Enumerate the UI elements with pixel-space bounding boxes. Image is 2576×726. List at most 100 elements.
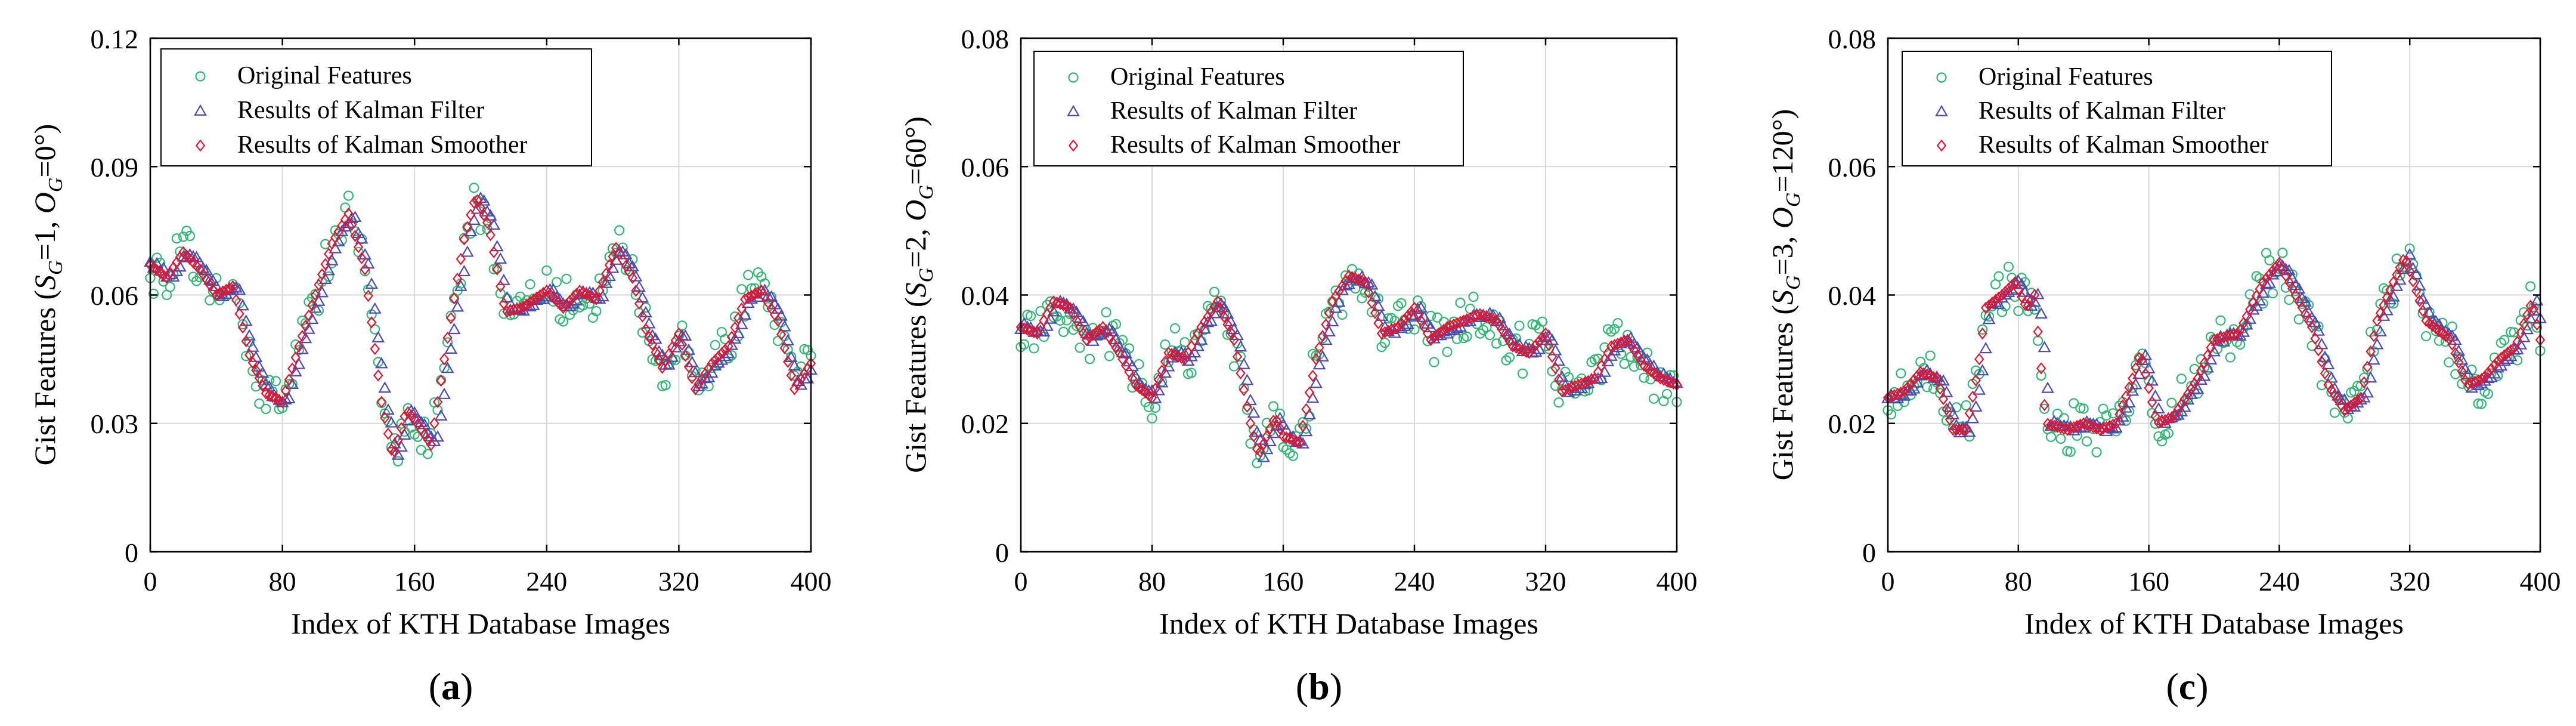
panel-c-point-smoother bbox=[2082, 418, 2092, 431]
panel-c-point-original bbox=[2284, 294, 2295, 305]
panel-b-point-smoother bbox=[1531, 339, 1541, 351]
panel-b-point-original bbox=[1058, 326, 1069, 337]
panel-c-point-smoother bbox=[2017, 291, 2027, 303]
panel-c-point-smoother bbox=[2124, 381, 2134, 394]
panel-b-point-filter bbox=[1342, 277, 1355, 289]
panel-b-point-smoother bbox=[1406, 305, 1416, 318]
panel-c-point-filter bbox=[2145, 374, 2159, 386]
panel-b-point-original bbox=[1294, 423, 1305, 434]
panel-a-point-filter bbox=[725, 338, 738, 350]
panel-a-xtick-label: 320 bbox=[658, 566, 699, 597]
panel-b-point-filter bbox=[1296, 437, 1309, 449]
panel-c-point-original bbox=[1941, 415, 1952, 426]
panel-a-point-original bbox=[151, 252, 162, 263]
panel-c-point-smoother bbox=[1990, 294, 2001, 307]
panel-a-point-filter bbox=[282, 391, 296, 404]
panel-a-point-filter bbox=[438, 387, 451, 399]
panel-b-point-smoother bbox=[1389, 322, 1400, 335]
panel-b-point-smoother bbox=[1311, 353, 1321, 366]
panel-a-point-smoother bbox=[363, 289, 373, 302]
panel-b-point-smoother bbox=[1301, 403, 1311, 416]
panel-a-point-smoother bbox=[747, 289, 757, 302]
panel-c-point-smoother bbox=[2355, 391, 2366, 404]
panel-a-point-filter bbox=[289, 364, 302, 376]
panel-b-point-filter bbox=[1237, 357, 1250, 369]
panel-a-point-smoother bbox=[723, 340, 733, 353]
panel-a-point-smoother bbox=[591, 293, 602, 305]
panel-c-point-original bbox=[2045, 431, 2057, 442]
panel-c-point-smoother bbox=[2137, 353, 2147, 366]
panel-c-point-smoother bbox=[2490, 359, 2500, 372]
panel-c-point-filter bbox=[2410, 268, 2423, 280]
panel-b-point-original bbox=[1287, 450, 1299, 461]
panel-b-point-smoother bbox=[1061, 300, 1072, 313]
panel-b-point-filter bbox=[1503, 328, 1516, 339]
panel-c-point-smoother bbox=[2522, 308, 2532, 322]
panel-a-point-original bbox=[205, 295, 215, 306]
panel-a-point-filter bbox=[365, 277, 379, 289]
panel-b-point-original bbox=[1298, 417, 1308, 428]
panel-c-point-smoother bbox=[1968, 390, 1978, 403]
panel-c-point-original bbox=[2349, 386, 2360, 397]
panel-c-point-filter bbox=[2194, 373, 2208, 385]
panel-a-point-smoother bbox=[472, 194, 482, 207]
panel-b-point-smoother bbox=[1432, 328, 1442, 341]
panel-a-point-smoother bbox=[683, 360, 694, 373]
panel-a-point-original bbox=[445, 310, 456, 321]
panel-a-point-filter bbox=[599, 276, 613, 288]
panel-a-point-filter bbox=[788, 359, 801, 371]
panel-a-point-original bbox=[772, 335, 784, 347]
panel-c-point-smoother bbox=[2108, 418, 2118, 431]
panel-b-point-filter bbox=[1201, 316, 1215, 328]
panel-a-point-smoother bbox=[383, 427, 394, 440]
panel-a-point-smoother bbox=[231, 294, 242, 307]
panel-c-point-filter bbox=[1904, 384, 1918, 396]
panel-a-point-original bbox=[171, 233, 182, 244]
panel-a-point-smoother bbox=[393, 434, 403, 446]
panel-c-point-original bbox=[2437, 317, 2448, 328]
panel-b-point-smoother bbox=[1094, 323, 1105, 336]
panel-a-legend-marker-original bbox=[195, 71, 206, 82]
panel-c-point-filter bbox=[2035, 307, 2048, 319]
panel-c-point-filter bbox=[2171, 408, 2185, 420]
panel-c-point-filter bbox=[2002, 285, 2015, 297]
panel-c-point-filter bbox=[2270, 265, 2283, 277]
panel-c-point-filter bbox=[1973, 383, 1986, 395]
panel-a-point-original bbox=[313, 305, 324, 316]
panel-b-point-original bbox=[1061, 315, 1072, 326]
panel-b-data bbox=[1014, 264, 1683, 469]
panel-b-point-smoother bbox=[1295, 436, 1305, 449]
panel-b-point-original bbox=[1143, 401, 1154, 412]
panel-a-point-filter bbox=[732, 326, 745, 339]
panel-a-point-smoother bbox=[258, 379, 268, 392]
panel-c-point-smoother bbox=[2088, 421, 2098, 434]
panel-b-point-smoother bbox=[1304, 386, 1315, 399]
panel-a-point-smoother bbox=[475, 202, 486, 214]
panel-c-point-filter bbox=[2524, 312, 2537, 324]
panel-b-point-smoother bbox=[1160, 356, 1171, 368]
panel-a-point-smoother bbox=[736, 302, 747, 315]
panel-a-point-filter bbox=[305, 313, 319, 325]
panel-b: 0 0.02 0.04 0.06 0.08 0 80 160 240 320 4… bbox=[899, 24, 1698, 708]
panel-b-legend: Original Features Results of Kalman Filt… bbox=[1033, 51, 1464, 166]
panel-c-point-filter bbox=[1969, 400, 1983, 412]
panel-b-point-smoother bbox=[1085, 331, 1095, 344]
panel-a-point-smoother bbox=[750, 288, 760, 301]
panel-c-point-filter bbox=[2348, 400, 2361, 412]
panel-c-point-filter bbox=[2377, 309, 2391, 321]
panel-c-legend-circle bbox=[1936, 72, 1947, 83]
panel-c-point-smoother bbox=[2261, 272, 2271, 285]
panel-b-point-smoother bbox=[1393, 321, 1403, 333]
panel-b-series-filter bbox=[1014, 270, 1683, 462]
panel-b-point-smoother bbox=[1360, 276, 1370, 289]
panel-b-xtick-label: 320 bbox=[1525, 566, 1566, 597]
panel-a-point-filter bbox=[679, 329, 692, 341]
panel-b-point-smoother bbox=[1518, 344, 1528, 357]
panel-a-point-original bbox=[710, 339, 720, 351]
panel-b-point-filter bbox=[1116, 345, 1129, 357]
panel-b-point-filter bbox=[1329, 301, 1342, 313]
panel-b-point-filter bbox=[1506, 333, 1519, 345]
panel-a-point-smoother bbox=[637, 310, 648, 323]
panel-a-point-filter bbox=[183, 248, 197, 260]
panel-c-point-smoother bbox=[2013, 283, 2024, 296]
